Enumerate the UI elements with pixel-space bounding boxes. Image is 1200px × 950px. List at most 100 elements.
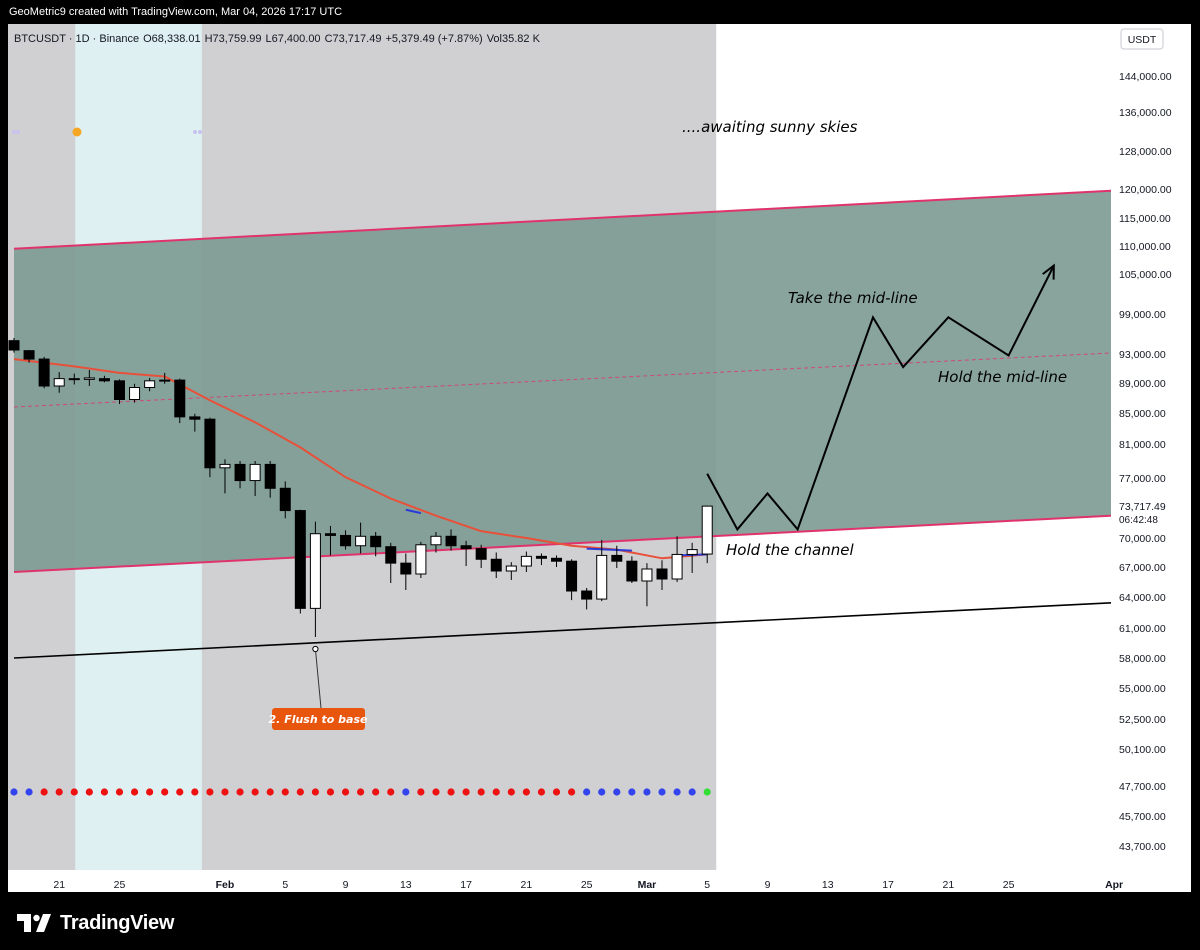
- price-tick-label: 47,700.00: [1119, 781, 1166, 793]
- candle-down: [535, 553, 547, 566]
- candle-down: [234, 461, 246, 489]
- candle-up: [144, 377, 156, 392]
- signal-dots: [10, 127, 711, 796]
- candle-up: [430, 532, 442, 553]
- candle-body: [294, 510, 306, 609]
- price-axis: USDT 144,000.00 136,000.00 128,000.00 120,00…: [1111, 24, 1191, 892]
- flush-callout-box: [272, 708, 365, 730]
- price-tick-label: 45,700.00: [1119, 811, 1166, 823]
- ma-blue-segment: [405, 508, 422, 515]
- tradingview-logo[interactable]: TradingView: [16, 909, 174, 937]
- price-tick-label: 120,000.00: [1119, 184, 1172, 196]
- time-tick-label: 25: [1003, 879, 1015, 891]
- time-tick-label: 17: [460, 879, 472, 891]
- candle-up: [520, 551, 532, 572]
- event-marker: [198, 130, 202, 134]
- price-tick-label: 128,000.00: [1119, 146, 1172, 158]
- signal-dot: [281, 788, 289, 796]
- price-tick-label: 144,000.00: [1119, 71, 1172, 83]
- candle-body: [249, 463, 261, 482]
- channel-lower-line: [13, 513, 1145, 573]
- candle-up: [686, 542, 698, 573]
- candle-down: [656, 560, 668, 590]
- flush-callout-label: 2. Flush to base: [269, 713, 368, 726]
- candle-down: [98, 375, 110, 383]
- signal-dot: [462, 788, 470, 796]
- candle-up: [671, 536, 683, 582]
- signal-dot: [673, 788, 681, 796]
- signal-dot: [100, 788, 109, 796]
- candle-down: [23, 350, 35, 363]
- candle-body: [83, 377, 95, 380]
- support-line: [13, 600, 1145, 659]
- signal-dot: [507, 788, 515, 796]
- candle-down: [566, 559, 578, 601]
- tradingview-logo-icon: [17, 914, 51, 932]
- candlestick-series: [8, 338, 713, 637]
- candle-down: [324, 526, 336, 556]
- candle-body: [490, 558, 502, 572]
- candle-down: [475, 544, 487, 568]
- legend-change: +5,379.49 (+7.87%): [385, 33, 482, 45]
- signal-dot: [613, 788, 621, 796]
- candle-body: [581, 590, 593, 600]
- candle-down: [445, 529, 457, 551]
- candle-body: [23, 350, 35, 360]
- signal-dot: [492, 788, 500, 796]
- event-marker: [193, 130, 197, 134]
- signal-dot: [357, 788, 365, 796]
- candle-body: [671, 553, 683, 580]
- legend-volume: Vol35.82 K: [487, 33, 541, 45]
- legend-symbol: BTCUSDT · 1D · Binance: [14, 33, 139, 45]
- candle-down: [460, 540, 472, 567]
- ohlc-legend-text: BTCUSDT · 1D · Binance O68,338.01 H73,759.…: [14, 33, 541, 45]
- signal-dot: [10, 788, 18, 796]
- candle-body: [68, 378, 80, 381]
- candle-body: [8, 340, 20, 351]
- signal-dot: [146, 788, 154, 796]
- price-tick-label: 105,000.00: [1119, 269, 1172, 281]
- candle-up: [159, 372, 171, 384]
- candle-up: [505, 562, 517, 580]
- channel-fill: [14, 189, 1145, 572]
- candle-down: [370, 532, 382, 557]
- candle-body: [189, 416, 201, 420]
- candle-down: [204, 417, 216, 478]
- currency-badge: [1120, 28, 1164, 50]
- candle-down: [581, 588, 593, 610]
- price-chart[interactable]: ....awaiting sunny skies Take the mid-lin…: [8, 24, 1191, 892]
- projection-path: [706, 263, 1055, 532]
- candle-countdown: 06:42:48: [1119, 515, 1158, 526]
- time-tick-label: 25: [114, 879, 126, 891]
- candle-body: [520, 555, 532, 567]
- chart-frame: ....awaiting sunny skies Take the mid-lin…: [8, 24, 1191, 892]
- signal-dot: [55, 788, 63, 796]
- price-tick-label: 52,500.00: [1119, 714, 1166, 726]
- candle-up: [415, 541, 427, 578]
- candle-body: [324, 533, 336, 536]
- signal-dot: [432, 788, 440, 796]
- time-tick-label: 21: [53, 879, 65, 891]
- price-tick-label: 61,000.00: [1119, 623, 1166, 635]
- price-axis-bg: [1111, 24, 1191, 892]
- time-tick-label: Apr: [1105, 879, 1123, 891]
- candle-body: [219, 463, 231, 469]
- candle-down: [279, 481, 291, 519]
- candle-up: [249, 461, 261, 496]
- signal-dot: [40, 788, 48, 796]
- signal-dot: [221, 788, 229, 796]
- signal-dot: [477, 788, 485, 796]
- signal-dot: [628, 788, 636, 796]
- candle-body: [656, 568, 668, 580]
- annotation-take-mid: Take the mid-line: [788, 289, 918, 307]
- annotation-hold-channel: Hold the channel: [726, 541, 854, 559]
- legend-high: H73,759.99: [205, 33, 262, 45]
- price-tick-label: 99,000.00: [1119, 309, 1166, 321]
- signal-dot: [658, 788, 666, 796]
- signal-dot: [85, 788, 93, 796]
- signal-dot: [341, 788, 350, 796]
- price-tick-label: 115,000.00: [1119, 213, 1171, 225]
- moving-average: [13, 358, 708, 560]
- candle-up: [641, 563, 653, 607]
- support-trendline: [13, 600, 1145, 659]
